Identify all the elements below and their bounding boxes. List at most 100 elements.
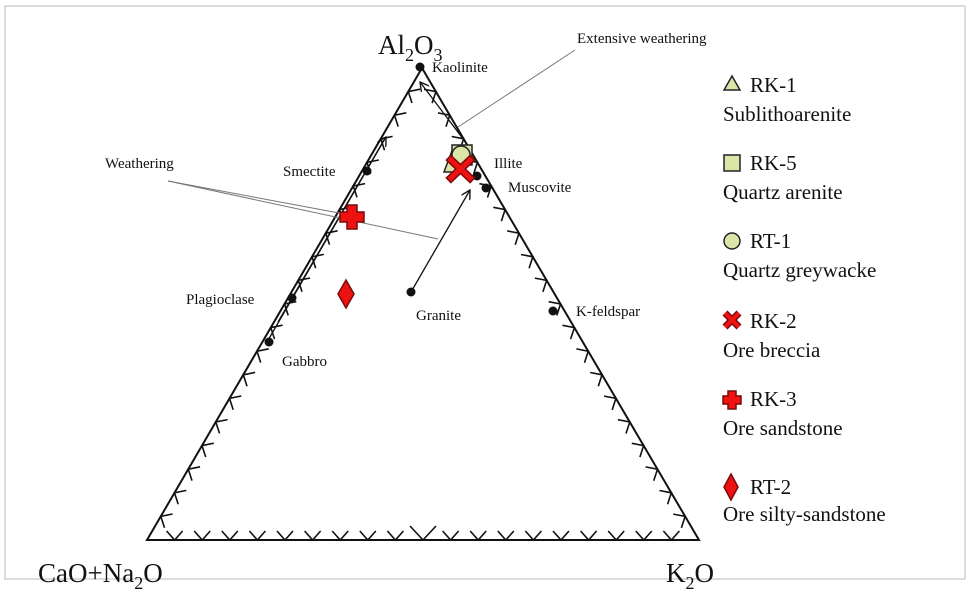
diamond-icon	[723, 472, 739, 502]
tick-mark	[221, 530, 239, 542]
granite-label: Granite	[416, 308, 461, 324]
k-feldspar-point	[548, 306, 558, 316]
extensive-weathering-label: Extensive weathering	[577, 31, 707, 47]
tick-mark	[662, 530, 680, 542]
illite-label: Illite	[494, 156, 523, 172]
tick-mark	[242, 371, 256, 387]
triangle-tick-marks	[159, 88, 687, 542]
tick-mark	[497, 530, 515, 542]
legend-code: RK-3	[750, 387, 797, 411]
tick-mark	[607, 530, 625, 542]
tick-mark	[635, 530, 653, 542]
legend-code: RK-2	[750, 309, 797, 333]
tick-mark	[304, 530, 322, 542]
legend-code: RT-2	[750, 475, 791, 499]
tick-mark	[631, 442, 645, 458]
legend-code: RK-1	[750, 73, 797, 97]
granite-point	[406, 287, 416, 297]
legend-code: RT-1	[750, 229, 791, 253]
tick-mark	[617, 418, 631, 434]
tick-mark	[524, 530, 542, 542]
tick-mark	[534, 277, 548, 293]
extensive-weathering-leader	[457, 49, 576, 128]
tick-mark	[393, 112, 407, 127]
tick-mark	[603, 395, 617, 411]
tick-mark	[166, 530, 184, 542]
tick-mark	[437, 112, 451, 127]
legend-item-rk3: RK-3 Ore sandstone	[722, 387, 843, 440]
tick-mark	[297, 277, 311, 293]
tick-mark	[520, 253, 534, 269]
k-feldspar-label: K-feldspar	[576, 304, 640, 320]
sample-rk3-plus	[339, 204, 365, 230]
tick-mark	[548, 300, 562, 316]
tick-mark	[200, 442, 214, 458]
tick-mark	[580, 530, 598, 542]
legend: RK-1 Sublithoarenite RK-5 Quartz arenite…	[722, 73, 886, 526]
weathering-leader-2	[167, 180, 439, 240]
tick-mark	[193, 530, 211, 542]
tick-mark	[552, 530, 570, 542]
tick-mark	[324, 230, 338, 245]
muscovite-point	[481, 183, 491, 193]
legend-item-rk1: RK-1 Sublithoarenite	[722, 73, 851, 126]
legend-code: RK-5	[750, 151, 797, 175]
tick-mark	[442, 530, 460, 542]
legend-item-rt2: RT-2 Ore silty-sandstone	[723, 472, 886, 526]
circle-icon	[723, 232, 741, 250]
illite-to-kaolinite-arrow	[420, 82, 471, 149]
tick-mark	[310, 253, 324, 269]
tick-mark	[255, 348, 269, 363]
tick-mark	[469, 530, 487, 542]
tick-mark	[228, 395, 242, 411]
tick-mark	[659, 489, 673, 505]
tick-mark	[673, 513, 687, 529]
gabbro-label: Gabbro	[282, 354, 327, 370]
legend-name: Ore sandstone	[723, 416, 843, 440]
gabbro-point	[264, 337, 274, 347]
legend-name: Ore breccia	[723, 338, 821, 362]
vertex-label-al2o3: Al2O3	[378, 30, 443, 65]
plagioclase-point	[287, 293, 297, 303]
square-icon	[723, 154, 741, 172]
tick-mark	[576, 348, 590, 363]
tick-mark	[409, 525, 437, 542]
kaolinite-label: Kaolinite	[432, 60, 488, 76]
legend-item-rk5: RK-5 Quartz arenite	[723, 151, 843, 204]
tick-mark	[645, 466, 659, 481]
tick-mark	[331, 530, 349, 542]
smectite-point	[362, 166, 372, 176]
tick-mark	[493, 206, 507, 222]
sample-rt2-diamond	[337, 278, 355, 310]
tick-mark	[276, 530, 294, 542]
granite-weathering-arrow	[410, 190, 470, 293]
plus-icon	[722, 390, 742, 410]
vertex-label-k2o: K2O	[666, 558, 714, 590]
legend-name: Sublithoarenite	[723, 102, 851, 126]
figure-border	[4, 5, 966, 580]
legend-name: Quartz greywacke	[723, 258, 876, 282]
tick-mark	[214, 418, 228, 434]
legend-item-rt1: RT-1 Quartz greywacke	[723, 229, 876, 282]
tick-mark	[506, 230, 521, 245]
kaolinite-point	[415, 62, 425, 72]
sample-rk2-x	[445, 154, 476, 184]
smectite-label: Smectite	[283, 164, 336, 180]
tick-mark	[269, 324, 283, 340]
weathering-label: Weathering	[105, 156, 174, 172]
plagioclase-label: Plagioclase	[186, 292, 255, 308]
weathering-leader-1	[167, 180, 340, 214]
legend-item-rk2: RK-2 Ore breccia	[722, 309, 821, 362]
tick-mark	[173, 489, 187, 505]
tick-mark	[352, 182, 366, 198]
legend-name: Quartz arenite	[723, 180, 843, 204]
legend-name: Ore silty-sandstone	[723, 502, 886, 526]
tick-mark	[187, 466, 201, 481]
muscovite-label: Muscovite	[508, 180, 572, 196]
tick-mark	[386, 530, 404, 542]
vertex-label-cao-na2o: CaO+Na2O	[38, 558, 163, 590]
tick-mark	[590, 371, 604, 387]
tick-mark	[159, 513, 173, 529]
